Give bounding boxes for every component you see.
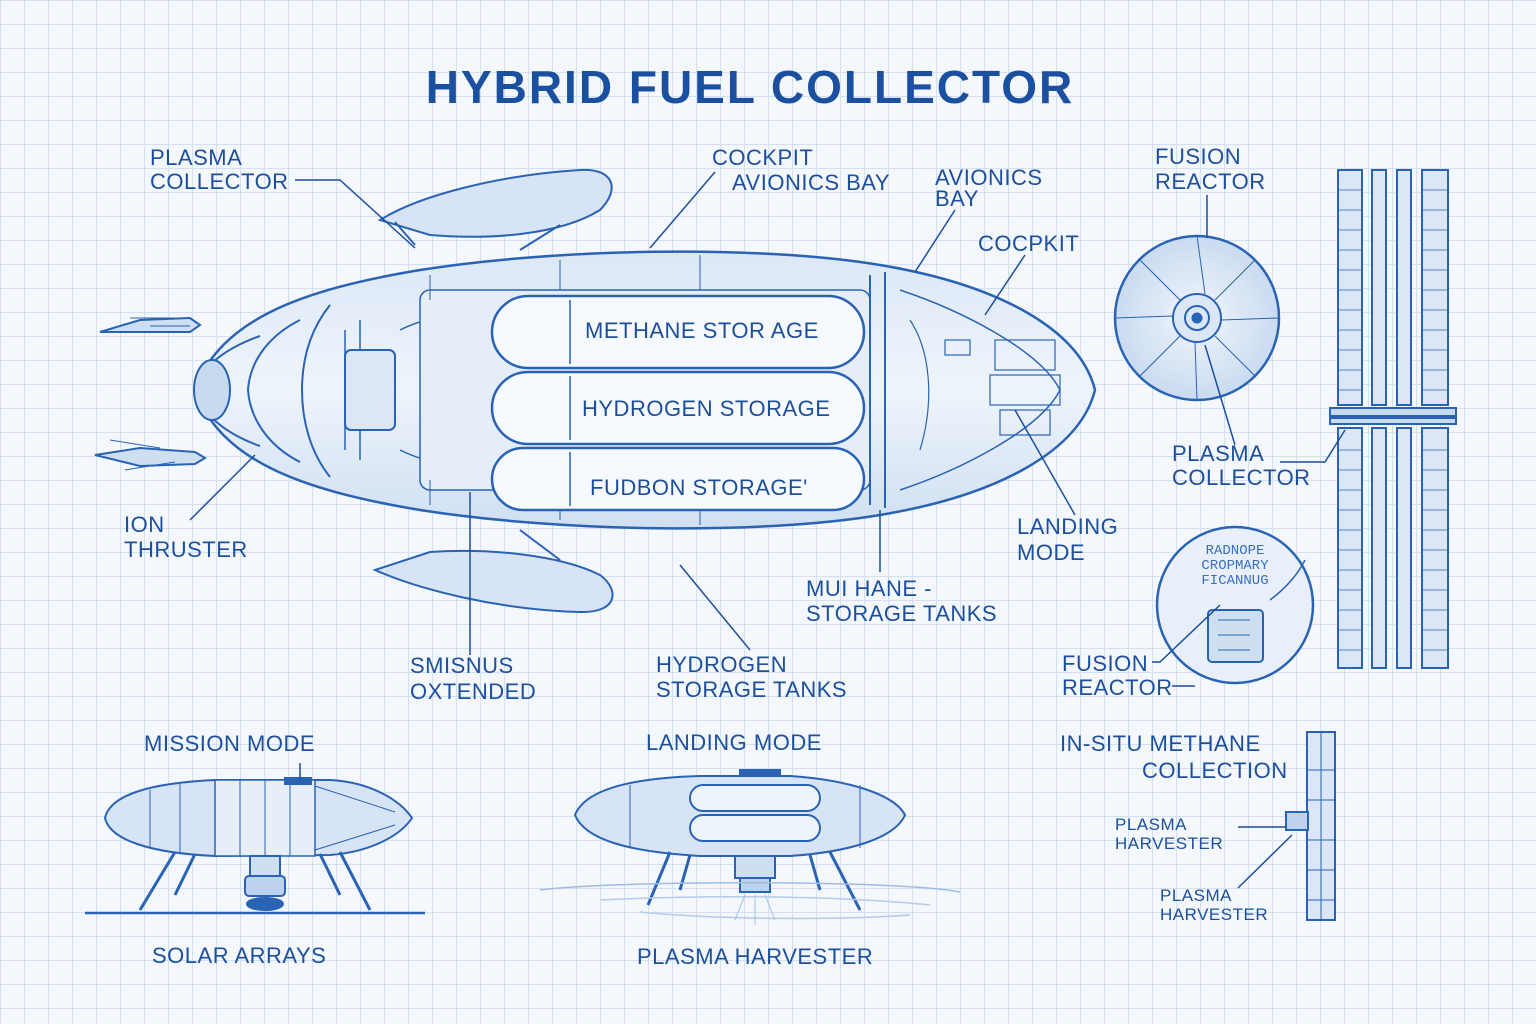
label-insitu: IN-SITU METHANE (1060, 731, 1261, 756)
label-plasma-harvester-a: PLASMA (1115, 815, 1187, 834)
label-solar-arrays: SOLAR ARRAYS (152, 943, 327, 968)
reactor-detail-circle (1155, 525, 1315, 685)
label-storage-tanks: STORAGE TANKS (806, 601, 998, 626)
label-reactor-top: REACTOR (1155, 169, 1266, 194)
label-thruster: THRUSTER (124, 537, 248, 562)
solar-panels-right (1329, 169, 1457, 669)
methane-tank (490, 294, 866, 370)
label-smisnus: SMISNUS (410, 653, 514, 678)
circle-text-line2: CROPMARY (1201, 558, 1269, 574)
diagram-title: HYBRID FUEL COLLECTOR (425, 61, 1075, 113)
label-plasma-harvester: PLASMA HARVESTER (637, 944, 874, 969)
label-cockpit: COCKPIT (712, 145, 814, 170)
label-hydrogen-storage-tanks: STORAGE TANKS (656, 677, 848, 702)
label-avionics-bay: AVIONICS BAY (732, 170, 891, 195)
label-plasma-collector: PLASMA (150, 145, 243, 170)
label-mode: MODE (1017, 540, 1085, 565)
tank-label-hydrogen: HYDROGEN STORAGE (582, 396, 831, 421)
label-collector-right: COLLECTOR (1172, 465, 1311, 490)
label-bay: BAY (935, 186, 979, 211)
fusion-reactor-disc (1113, 234, 1281, 402)
label-mission-mode: MISSION MODE (144, 731, 316, 756)
label-collection: COLLECTION (1142, 758, 1288, 783)
tank-label-fusion: FUDBON STORAGE' (590, 475, 808, 500)
label-plasma-right: PLASMA (1172, 441, 1265, 466)
tank-label-methane: METHANE STOR AGE (585, 318, 819, 343)
label-plasma-collector-2: COLLECTOR (150, 169, 289, 194)
label-methane-tanks: MUI HANE - (806, 576, 932, 601)
label-landing-mode: LANDING MODE (646, 730, 822, 755)
circle-text-line1: RADNOPE (1205, 543, 1265, 559)
label-landing: LANDING (1017, 514, 1119, 539)
label-oxtended: OXTENDED (410, 679, 537, 704)
storage-tanks (490, 294, 866, 512)
label-plasma-harvester-b: PLASMA (1160, 886, 1232, 905)
label-reactor-bottom: REACTOR (1062, 675, 1173, 700)
label-harvester-b: HARVESTER (1160, 905, 1269, 924)
label-cocpkit: COCPKIT (978, 231, 1080, 256)
label-harvester-a: HARVESTER (1115, 834, 1224, 853)
mission-mode-lander (85, 777, 425, 915)
circle-text-line3: FICANNUG (1201, 573, 1269, 589)
label-fusion-top: FUSION (1155, 144, 1242, 169)
hydrogen-tank (490, 370, 866, 446)
circle-detail-text: RADNOPE CROPMARY FICANNUG (1180, 544, 1290, 589)
leader-lines (189, 171, 1346, 889)
label-hydrogen: HYDROGEN (656, 652, 788, 677)
label-fusion-bottom: FUSION (1062, 651, 1149, 676)
landing-mode-lander (539, 769, 961, 925)
fusion-tank (490, 446, 866, 512)
label-avionics: AVIONICS (935, 165, 1043, 190)
insitu-panel (1285, 731, 1336, 921)
label-ion: ION (124, 512, 165, 537)
